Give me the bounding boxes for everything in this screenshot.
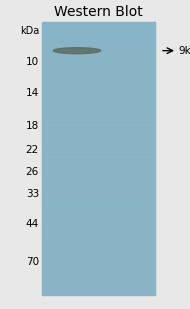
Text: 26: 26 <box>26 167 39 177</box>
Bar <box>42 163 155 167</box>
Bar <box>42 127 155 131</box>
Text: 18: 18 <box>26 121 39 131</box>
Bar <box>42 172 155 177</box>
Text: 22: 22 <box>26 145 39 155</box>
Bar <box>42 195 155 199</box>
Bar <box>42 131 155 136</box>
Text: 14: 14 <box>26 88 39 98</box>
Bar <box>42 236 155 240</box>
Bar <box>42 249 155 254</box>
Bar <box>42 22 155 27</box>
Bar <box>42 281 155 286</box>
Text: 9kDa: 9kDa <box>178 46 190 56</box>
Bar <box>42 222 155 227</box>
Bar <box>42 254 155 259</box>
Text: 33: 33 <box>26 189 39 199</box>
Bar <box>42 122 155 127</box>
Bar <box>42 263 155 268</box>
Bar <box>42 227 155 231</box>
Bar <box>42 36 155 40</box>
Bar <box>42 108 155 113</box>
Bar <box>42 154 155 159</box>
Bar <box>42 272 155 277</box>
Bar <box>42 213 155 218</box>
Text: kDa: kDa <box>20 26 39 36</box>
Text: 70: 70 <box>26 257 39 267</box>
Bar <box>42 63 155 67</box>
Bar <box>42 45 155 49</box>
Bar <box>42 245 155 249</box>
Bar <box>42 99 155 104</box>
Bar <box>42 95 155 99</box>
Bar <box>42 54 155 58</box>
Bar <box>42 218 155 222</box>
Bar <box>42 90 155 95</box>
Bar <box>42 186 155 190</box>
Bar <box>42 240 155 245</box>
Text: 44: 44 <box>26 219 39 229</box>
Bar <box>42 286 155 290</box>
Text: Western Blot: Western Blot <box>54 5 143 19</box>
Bar <box>42 204 155 209</box>
Bar <box>42 117 155 122</box>
Bar <box>42 167 155 172</box>
Bar <box>42 277 155 281</box>
Bar <box>42 40 155 45</box>
Bar <box>42 268 155 272</box>
Bar <box>42 58 155 63</box>
Bar <box>42 231 155 236</box>
Bar <box>42 22 155 295</box>
Bar <box>42 49 155 54</box>
Bar <box>42 177 155 181</box>
Bar <box>42 259 155 263</box>
Bar <box>42 181 155 186</box>
Text: 10: 10 <box>26 57 39 66</box>
Bar <box>42 104 155 108</box>
Bar <box>42 140 155 145</box>
Bar <box>42 81 155 86</box>
Bar <box>42 136 155 140</box>
Bar <box>42 290 155 295</box>
Bar <box>42 199 155 204</box>
Ellipse shape <box>53 48 101 54</box>
Bar <box>42 209 155 213</box>
Bar <box>42 77 155 81</box>
Bar <box>42 67 155 72</box>
Bar <box>42 31 155 36</box>
Bar <box>42 27 155 31</box>
Bar <box>42 145 155 149</box>
Bar <box>42 149 155 154</box>
Bar <box>42 72 155 77</box>
Bar <box>42 86 155 90</box>
Bar <box>42 159 155 163</box>
Bar <box>42 113 155 117</box>
Bar <box>42 190 155 195</box>
